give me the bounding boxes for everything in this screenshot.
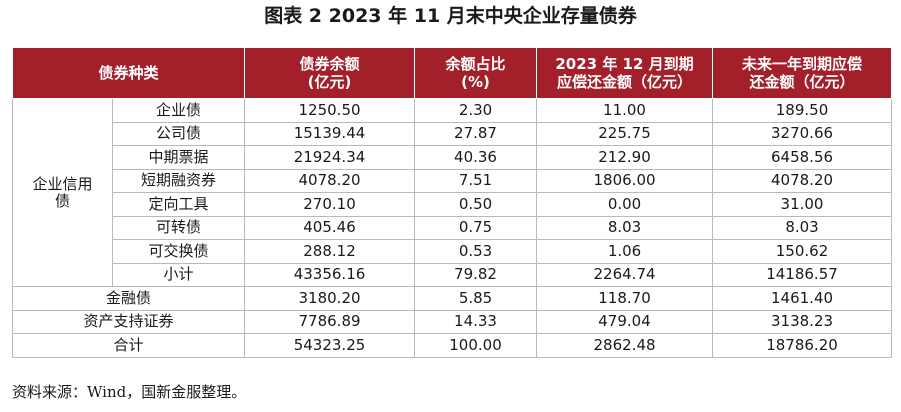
- cell-year-due: 31.00: [712, 192, 893, 217]
- cell-dec-due: 212.90: [536, 145, 714, 170]
- cell-dec-due: 8.03: [536, 215, 714, 240]
- row-name: 合计: [11, 333, 246, 358]
- row-name: 资产支持证券: [11, 309, 246, 334]
- cell-year-due: 3138.23: [712, 309, 893, 334]
- row-name: 可转债: [111, 215, 246, 240]
- table-row: 中期票据 21924.34 40.36 212.90 6458.56: [13, 145, 893, 170]
- cell-share: 5.85: [414, 286, 538, 311]
- table-row: 公司债 15139.44 27.87 225.75 3270.66: [13, 121, 893, 146]
- header-share: 余额占比 (%): [414, 47, 538, 99]
- table-row: 可转债 405.46 0.75 8.03 8.03: [13, 215, 893, 240]
- header-balance-line1: 债券余额: [299, 55, 360, 73]
- table-row: 定向工具 270.10 0.50 0.00 31.00: [13, 192, 893, 217]
- header-year-due: 未来一年到期应偿 还金额（亿元）: [712, 47, 893, 99]
- header-year-due-line1: 未来一年到期应偿: [742, 55, 863, 73]
- bond-table: 债券种类 债券余额 (亿元) 余额占比 (%) 2023 年 12 月到期 应偿还金额…: [11, 47, 893, 358]
- cell-balance: 405.46: [244, 215, 416, 240]
- row-name: 金融债: [11, 286, 246, 311]
- header-dec-due: 2023 年 12 月到期 应偿还金额（亿元）: [536, 47, 714, 99]
- cell-share: 0.75: [414, 215, 538, 240]
- row-name: 中期票据: [111, 145, 246, 170]
- group-label-line1: 企业信用: [32, 174, 93, 193]
- cell-dec-due: 2264.74: [536, 262, 714, 287]
- cell-balance: 7786.89: [244, 309, 416, 334]
- source-note: 资料来源：Wind，国新金服整理。: [12, 383, 247, 401]
- cell-balance: 43356.16: [244, 262, 416, 287]
- group-label-line2: 债: [54, 191, 70, 210]
- cell-dec-due: 1806.00: [536, 168, 714, 193]
- cell-dec-due: 11.00: [536, 98, 714, 123]
- cell-share: 0.50: [414, 192, 538, 217]
- row-name: 短期融资券: [111, 168, 246, 193]
- cell-balance: 288.12: [244, 239, 416, 264]
- cell-share: 40.36: [414, 145, 538, 170]
- header-bond-type: 债券种类: [11, 47, 246, 99]
- cell-share: 27.87: [414, 121, 538, 146]
- cell-share: 100.00: [414, 333, 538, 358]
- cell-year-due: 3270.66: [712, 121, 893, 146]
- cell-year-due: 1461.40: [712, 286, 893, 311]
- cell-balance: 15139.44: [244, 121, 416, 146]
- row-name: 可交换债: [111, 239, 246, 264]
- header-share-line2: (%): [461, 73, 490, 91]
- cell-dec-due: 118.70: [536, 286, 714, 311]
- header-balance-line2: (亿元): [307, 73, 352, 91]
- cell-balance: 54323.25: [244, 333, 416, 358]
- group-label: 企业信用债: [12, 98, 113, 287]
- cell-share: 2.30: [414, 98, 538, 123]
- cell-dec-due: 2862.48: [536, 333, 714, 358]
- table-row: 短期融资券 4078.20 7.51 1806.00 4078.20: [13, 168, 893, 193]
- cell-year-due: 4078.20: [712, 168, 893, 193]
- header-dec-due-line2: 应偿还金额（亿元）: [557, 73, 693, 91]
- cell-dec-due: 479.04: [536, 309, 714, 334]
- header-share-line1: 余额占比: [445, 55, 506, 73]
- cell-balance: 4078.20: [244, 168, 416, 193]
- cell-year-due: 18786.20: [712, 333, 893, 358]
- row-name: 公司债: [111, 121, 246, 146]
- table-row: 可交换债 288.12 0.53 1.06 150.62: [13, 239, 893, 264]
- table-row: 资产支持证券 7786.89 14.33 479.04 3138.23: [11, 309, 893, 334]
- cell-share: 0.53: [414, 239, 538, 264]
- cell-share: 14.33: [414, 309, 538, 334]
- row-name: 小计: [111, 262, 246, 287]
- cell-share: 79.82: [414, 262, 538, 287]
- table-title: 图表 2 2023 年 11 月末中央企业存量债券: [264, 5, 637, 27]
- cell-dec-due: 0.00: [536, 192, 714, 217]
- cell-year-due: 14186.57: [712, 262, 893, 287]
- cell-share: 7.51: [414, 168, 538, 193]
- header-balance: 债券余额 (亿元): [244, 47, 416, 99]
- header-dec-due-line1: 2023 年 12 月到期: [555, 55, 694, 73]
- cell-balance: 270.10: [244, 192, 416, 217]
- table-body: 企业信用债 企业债 1250.50 2.30 11.00 189.50 公司债 …: [11, 98, 893, 358]
- cell-balance: 1250.50: [244, 98, 416, 123]
- cell-dec-due: 1.06: [536, 239, 714, 264]
- row-name: 定向工具: [111, 192, 246, 217]
- total-row: 合计 54323.25 100.00 2862.48 18786.20: [11, 333, 893, 358]
- table-row: 金融债 3180.20 5.85 118.70 1461.40: [11, 286, 893, 311]
- cell-balance: 21924.34: [244, 145, 416, 170]
- row-name: 企业债: [111, 98, 246, 123]
- cell-dec-due: 225.75: [536, 121, 714, 146]
- cell-year-due: 6458.56: [712, 145, 893, 170]
- table-header: 债券种类 债券余额 (亿元) 余额占比 (%) 2023 年 12 月到期 应偿还金额…: [11, 47, 893, 99]
- subtotal-row: 小计 43356.16 79.82 2264.74 14186.57: [13, 262, 893, 287]
- cell-year-due: 8.03: [712, 215, 893, 240]
- cell-year-due: 150.62: [712, 239, 893, 264]
- table-row: 企业信用债 企业债 1250.50 2.30 11.00 189.50: [12, 98, 893, 287]
- header-year-due-line2: 还金额（亿元）: [749, 73, 855, 91]
- cell-year-due: 189.50: [712, 98, 893, 123]
- cell-balance: 3180.20: [244, 286, 416, 311]
